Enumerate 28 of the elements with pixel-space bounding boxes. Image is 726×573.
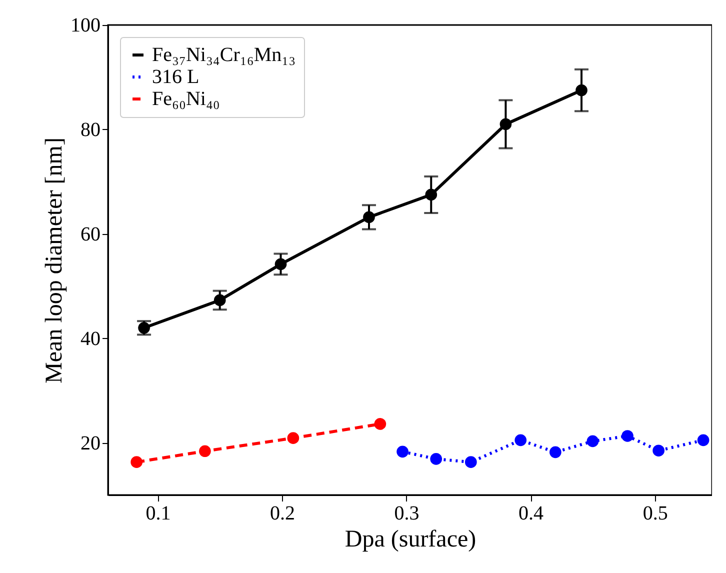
x-tick-label: 0.4 bbox=[518, 502, 544, 524]
legend-label: 316 L bbox=[152, 66, 200, 88]
point bbox=[652, 444, 664, 457]
point bbox=[586, 435, 599, 448]
x-tick-label: 0.3 bbox=[394, 502, 420, 524]
point bbox=[549, 446, 562, 458]
y-tick-label: 40 bbox=[80, 328, 100, 350]
point bbox=[514, 434, 527, 446]
legend-label: Fe₆₀Ni₄₀ bbox=[152, 88, 220, 110]
point bbox=[287, 432, 300, 444]
y-tick-label: 20 bbox=[80, 432, 100, 454]
y-tick-label: 80 bbox=[80, 118, 100, 141]
point bbox=[396, 446, 408, 458]
y-axis-title: Mean loop diameter [nm] bbox=[42, 138, 68, 384]
y-tick-label: 60 bbox=[80, 223, 100, 246]
x-tick-label: 0.2 bbox=[270, 502, 295, 524]
x-tick-label: 0.5 bbox=[642, 502, 668, 524]
point bbox=[697, 434, 710, 446]
legend-label: Fe₃₇Ni₃₄Cr₁₆Mn₁₃ bbox=[152, 44, 296, 66]
y-tick-label: 100 bbox=[70, 14, 100, 36]
point bbox=[622, 430, 634, 442]
point bbox=[199, 445, 211, 458]
point bbox=[374, 418, 386, 430]
point bbox=[464, 456, 477, 468]
x-tick-label: 0.1 bbox=[146, 502, 171, 524]
point bbox=[130, 456, 142, 468]
x-axis-title: Dpa (surface) bbox=[344, 526, 476, 552]
point bbox=[430, 453, 442, 465]
